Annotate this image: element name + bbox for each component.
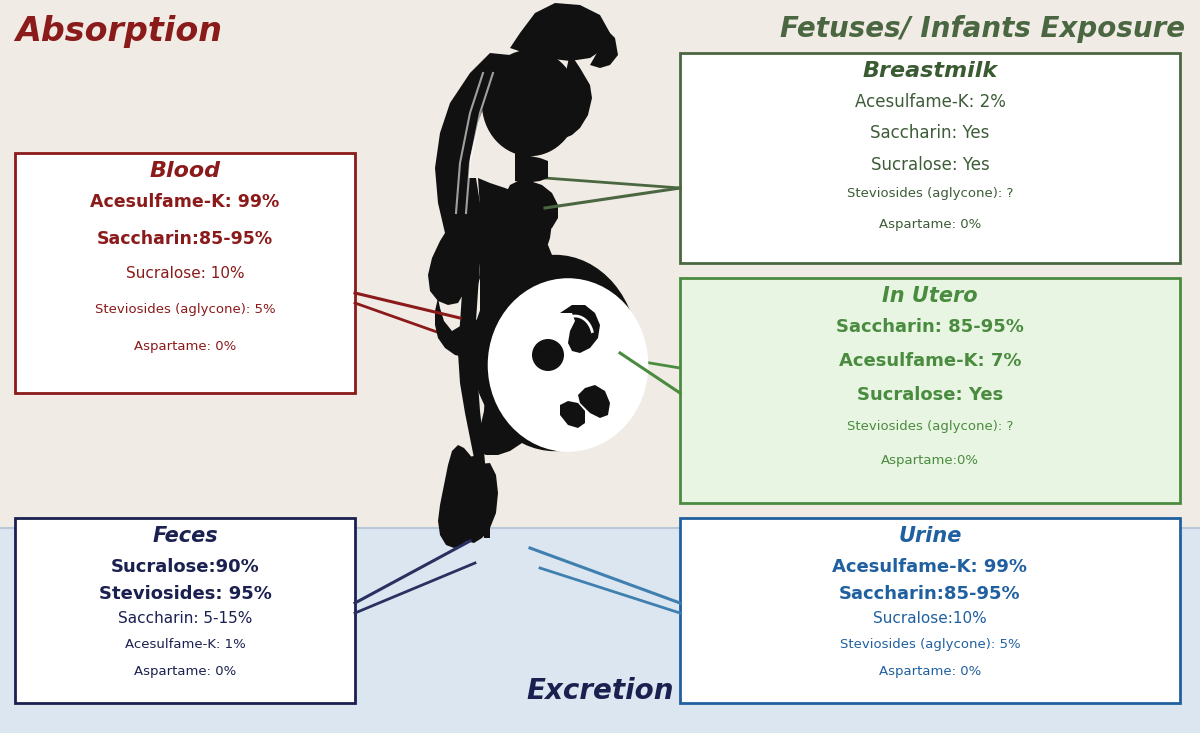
Text: Steviosides (aglycone): 5%: Steviosides (aglycone): 5% bbox=[840, 638, 1020, 651]
Polygon shape bbox=[578, 385, 610, 418]
Bar bbox=[680, 518, 1180, 703]
Polygon shape bbox=[510, 3, 610, 61]
Polygon shape bbox=[515, 153, 548, 183]
Polygon shape bbox=[455, 178, 490, 538]
Text: Aspartame:0%: Aspartame:0% bbox=[881, 454, 979, 467]
Text: Sucralose:90%: Sucralose:90% bbox=[110, 558, 259, 576]
Bar bbox=[0, 528, 1200, 733]
Polygon shape bbox=[554, 53, 592, 138]
Text: Acesulfame-K: 2%: Acesulfame-K: 2% bbox=[854, 93, 1006, 111]
Text: In Utero: In Utero bbox=[882, 286, 978, 306]
Text: Sucralose: 10%: Sucralose: 10% bbox=[126, 267, 245, 281]
Polygon shape bbox=[454, 455, 492, 535]
Text: Excretion: Excretion bbox=[527, 677, 673, 705]
Text: Blood: Blood bbox=[150, 161, 221, 181]
Polygon shape bbox=[476, 178, 552, 455]
Polygon shape bbox=[452, 175, 554, 293]
Ellipse shape bbox=[473, 256, 637, 451]
Bar bbox=[14, 518, 355, 703]
Polygon shape bbox=[560, 401, 586, 428]
Text: Acesulfame-K: 99%: Acesulfame-K: 99% bbox=[833, 558, 1027, 576]
Text: Saccharin:85-95%: Saccharin:85-95% bbox=[97, 229, 274, 248]
Text: Steviosides (aglycone): 5%: Steviosides (aglycone): 5% bbox=[95, 303, 275, 316]
Polygon shape bbox=[436, 53, 510, 298]
Polygon shape bbox=[428, 213, 466, 305]
Text: Sucralose:10%: Sucralose:10% bbox=[874, 611, 986, 627]
Text: Saccharin:85-95%: Saccharin:85-95% bbox=[839, 585, 1021, 603]
Bar bbox=[680, 278, 1180, 503]
Text: Feces: Feces bbox=[152, 526, 218, 546]
Text: Breastmilk: Breastmilk bbox=[863, 61, 997, 81]
Text: Aspartame: 0%: Aspartame: 0% bbox=[878, 665, 982, 678]
Text: Steviosides (aglycone): ?: Steviosides (aglycone): ? bbox=[847, 187, 1013, 200]
Text: Acesulfame-K: 99%: Acesulfame-K: 99% bbox=[90, 193, 280, 211]
Polygon shape bbox=[438, 445, 480, 548]
Text: Steviosides (aglycone): ?: Steviosides (aglycone): ? bbox=[847, 420, 1013, 433]
Text: Saccharin: 85-95%: Saccharin: 85-95% bbox=[836, 318, 1024, 336]
Text: Saccharin: 5-15%: Saccharin: 5-15% bbox=[118, 611, 252, 627]
Text: Acesulfame-K: 7%: Acesulfame-K: 7% bbox=[839, 352, 1021, 370]
Text: Acesulfame-K: 1%: Acesulfame-K: 1% bbox=[125, 638, 245, 651]
Bar bbox=[14, 153, 355, 393]
Text: Fetuses/ Infants Exposure: Fetuses/ Infants Exposure bbox=[780, 15, 1186, 43]
Text: Sucralose: Yes: Sucralose: Yes bbox=[857, 386, 1003, 404]
Polygon shape bbox=[436, 298, 508, 358]
Bar bbox=[0, 0, 1200, 528]
Ellipse shape bbox=[532, 339, 564, 371]
Ellipse shape bbox=[482, 51, 577, 155]
Text: Steviosides: 95%: Steviosides: 95% bbox=[98, 585, 271, 603]
Polygon shape bbox=[458, 463, 498, 543]
Polygon shape bbox=[560, 305, 600, 353]
Text: Urine: Urine bbox=[899, 526, 961, 546]
Polygon shape bbox=[554, 18, 618, 68]
Text: Aspartame: 0%: Aspartame: 0% bbox=[134, 665, 236, 678]
Text: Absorption: Absorption bbox=[14, 15, 222, 48]
Text: Aspartame: 0%: Aspartame: 0% bbox=[878, 218, 982, 231]
Polygon shape bbox=[505, 181, 558, 235]
Text: Aspartame: 0%: Aspartame: 0% bbox=[134, 340, 236, 353]
Text: Saccharin: Yes: Saccharin: Yes bbox=[870, 125, 990, 142]
Bar bbox=[680, 53, 1180, 263]
Ellipse shape bbox=[491, 281, 646, 449]
Text: Sucralose: Yes: Sucralose: Yes bbox=[871, 155, 989, 174]
